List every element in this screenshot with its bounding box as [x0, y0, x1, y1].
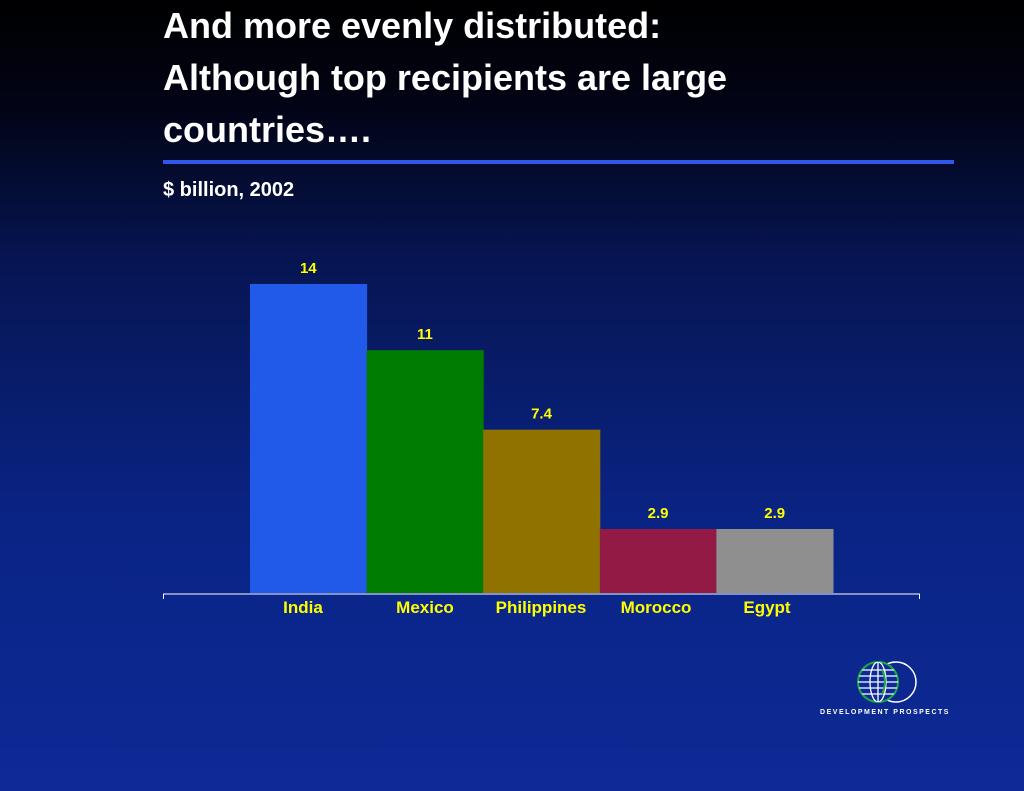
x-tick-label: Philippines [496, 598, 587, 617]
globe-icon [857, 661, 917, 703]
data-label: 7.4 [531, 406, 553, 423]
bar-morocco [599, 528, 717, 593]
bar-india [250, 284, 368, 593]
bar-mexico [366, 350, 484, 593]
title-divider [163, 160, 954, 164]
x-tick-label: Egypt [743, 598, 791, 617]
bar-philippines [483, 429, 601, 593]
title-line-1: And more evenly distributed: [163, 5, 662, 46]
slide-title: And more evenly distributed: Although to… [163, 0, 963, 156]
x-tick-label: Mexico [396, 598, 454, 617]
title-line-3: countries…. [163, 109, 372, 150]
bar-egypt [716, 528, 834, 593]
data-label: 14 [300, 260, 317, 277]
x-tick-label: Morocco [621, 598, 692, 617]
title-line-2: Although top recipients are large [163, 57, 728, 98]
data-label: 11 [417, 326, 433, 343]
x-tick-label: India [283, 598, 323, 617]
chart-units-label: $ billion, 2002 [163, 179, 295, 201]
data-label: 2.9 [764, 505, 785, 522]
logo-text: DEVELOPMENT PROSPECTS [820, 709, 950, 716]
data-label: 2.9 [648, 505, 669, 522]
development-prospects-logo: DEVELOPMENT PROSPECTS [818, 656, 958, 720]
